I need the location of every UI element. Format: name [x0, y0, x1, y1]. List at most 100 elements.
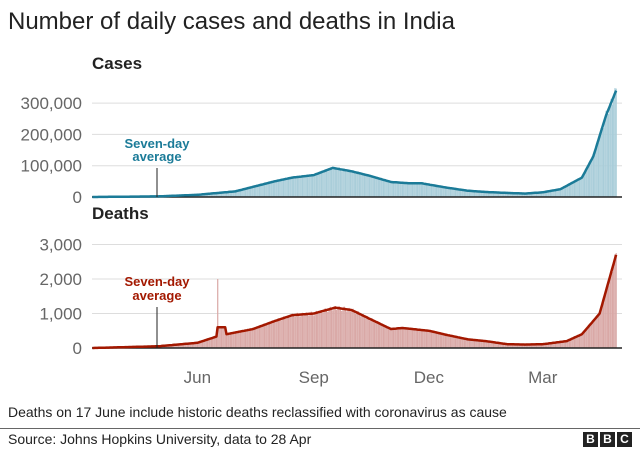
x-tick-label: Mar [528, 368, 558, 387]
deaths-daily-bar [429, 331, 431, 348]
deaths-daily-bar [476, 340, 478, 348]
deaths-daily-bar [415, 330, 417, 348]
deaths-daily-bar [384, 326, 386, 348]
deaths-daily-bar [465, 338, 467, 348]
cases-daily-bar [470, 190, 472, 197]
deaths-daily-bar [291, 313, 293, 348]
deaths-daily-bar [348, 307, 350, 348]
cases-daily-bar [486, 192, 488, 197]
deaths-daily-bar [337, 309, 339, 348]
cases-daily-bar [496, 192, 498, 197]
deaths-daily-bar [261, 327, 263, 348]
cases-daily-bar [433, 185, 435, 197]
deaths-daily-bar [304, 315, 306, 348]
cases-daily-bar [239, 189, 242, 197]
deaths-daily-bar [286, 315, 288, 348]
deaths-daily-bar [554, 342, 557, 348]
cases-daily-bar [287, 177, 290, 197]
cases-daily-bar [435, 185, 438, 197]
cases-daily-bar [304, 176, 306, 197]
cases-daily-bar [460, 189, 462, 197]
cases-daily-bar [562, 187, 564, 197]
deaths-daily-bar [468, 339, 471, 348]
cases-daily-bar [525, 193, 527, 197]
cases-daily-bar [466, 190, 468, 197]
cases-daily-bar [281, 179, 283, 197]
deaths-daily-bar [473, 339, 476, 348]
cases-daily-bar [489, 191, 491, 197]
deaths-daily-bar [392, 329, 395, 348]
deaths-daily-bar [527, 344, 529, 348]
deaths-daily-bar [496, 342, 498, 348]
cases-daily-bar [391, 182, 393, 197]
deaths-daily-bar [251, 329, 253, 348]
cases-daily-bar [313, 176, 315, 197]
cases-daily-bar [564, 186, 567, 197]
deaths-daily-bar [219, 328, 221, 348]
deaths-daily-bar [386, 327, 388, 348]
deaths-daily-bar [413, 328, 415, 348]
cases-daily-bar [234, 191, 237, 197]
deaths-daily-bar [362, 313, 364, 348]
cases-daily-bar [472, 191, 474, 197]
cases-daily-bar [285, 179, 287, 197]
deaths-daily-bar [486, 341, 488, 348]
cases-daily-bar [551, 191, 553, 197]
cases-daily-bar [348, 169, 350, 197]
deaths-daily-bar [606, 287, 608, 348]
cases-daily-bar [585, 170, 587, 197]
cases-daily-bar [428, 184, 430, 197]
cases-daily-bar [416, 183, 419, 197]
cases-daily-bar [258, 184, 261, 197]
cases-y-tick-label: 300,000 [21, 94, 82, 113]
cases-daily-bar [290, 178, 292, 197]
deaths-daily-bar [396, 329, 398, 348]
deaths-daily-bar [594, 320, 596, 348]
deaths-daily-bar [596, 315, 598, 348]
deaths-daily-bar [213, 337, 215, 348]
deaths-daily-bar [562, 341, 564, 348]
cases-daily-bar [432, 184, 434, 197]
cases-daily-bar [372, 176, 374, 197]
cases-daily-bar [244, 188, 247, 197]
deaths-daily-bar [328, 308, 330, 348]
deaths-daily-bar [241, 330, 243, 348]
deaths-daily-bar [551, 343, 553, 348]
cases-daily-bar [367, 174, 369, 197]
deaths-daily-bar [580, 335, 582, 348]
cases-daily-bar [231, 191, 233, 197]
cases-daily-bar [289, 179, 291, 197]
footnote: Deaths on 17 June include historic death… [8, 404, 507, 420]
cases-daily-bar [549, 190, 552, 197]
cases-daily-bar [557, 189, 559, 197]
cases-daily-bar [334, 167, 336, 197]
deaths-daily-bar [227, 333, 229, 348]
cases-daily-bar [318, 174, 320, 197]
cases-daily-bar [608, 114, 610, 197]
cases-daily-bar [357, 171, 359, 197]
cases-daily-bar [449, 188, 452, 197]
cases-daily-bar [438, 186, 440, 197]
cases-daily-bar [291, 176, 293, 197]
deaths-daily-bar [343, 306, 345, 348]
deaths-daily-bar [575, 337, 577, 348]
cases-daily-bar [461, 189, 463, 197]
deaths-daily-bar [287, 315, 290, 348]
cases-daily-bar [229, 191, 231, 197]
deaths-daily-bar [195, 343, 197, 348]
cases-daily-bar [404, 182, 406, 197]
cases-daily-bar [429, 185, 431, 197]
deaths-daily-bar [212, 337, 214, 348]
cases-daily-bar [373, 178, 376, 197]
deaths-daily-bar [567, 340, 569, 348]
cases-daily-bar [457, 189, 459, 197]
deaths-daily-bar [247, 331, 249, 348]
cases-daily-bar [306, 175, 309, 197]
cases-daily-bar [403, 182, 405, 197]
deaths-daily-bar [236, 331, 238, 348]
cases-daily-bar [566, 186, 568, 197]
cases-daily-bar [214, 193, 216, 197]
cases-daily-bar [422, 183, 424, 197]
cases-daily-bar [330, 169, 333, 197]
cases-daily-bar [524, 193, 526, 197]
